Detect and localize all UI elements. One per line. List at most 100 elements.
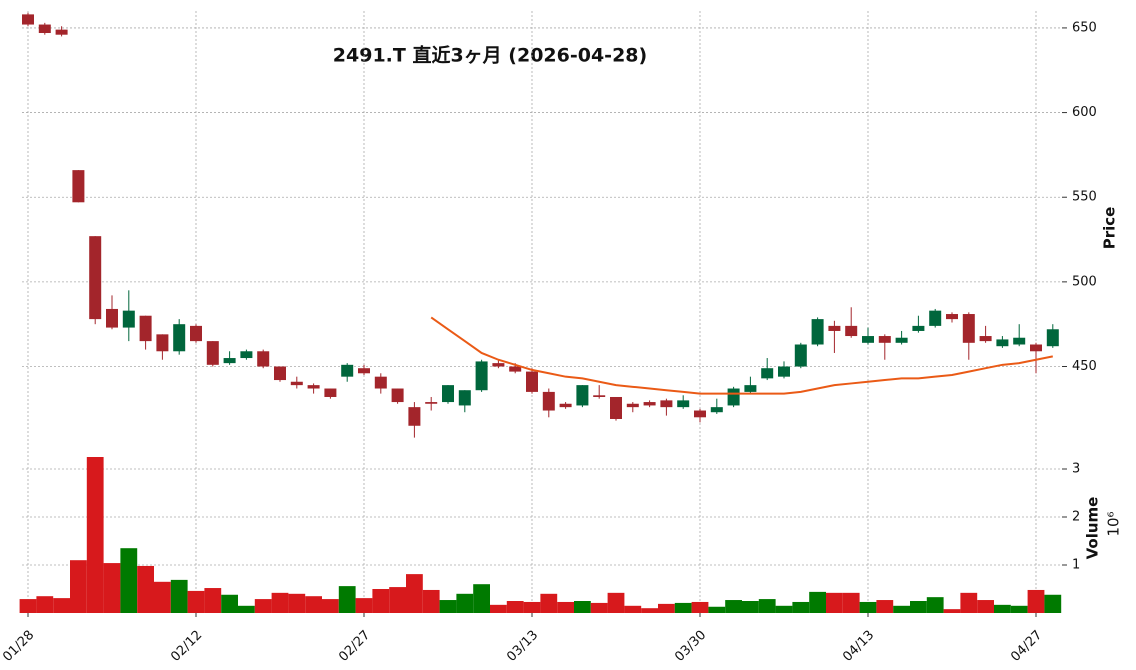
volume-axis-label: Volume bbox=[1084, 497, 1102, 560]
volume-bar bbox=[523, 601, 541, 613]
volume-bar bbox=[641, 608, 658, 613]
candle-body bbox=[727, 388, 740, 406]
candle-body bbox=[290, 381, 303, 386]
volume-bar bbox=[271, 592, 289, 613]
volume-scale-label: 10⁶ bbox=[1105, 511, 1123, 536]
volume-bar bbox=[977, 600, 994, 613]
volume-bar bbox=[758, 599, 776, 613]
candle-body bbox=[559, 403, 572, 408]
volume-bar bbox=[238, 605, 255, 613]
candle-body bbox=[122, 310, 135, 328]
volume-bar bbox=[53, 598, 70, 613]
candle-body bbox=[794, 344, 807, 367]
candle-body bbox=[257, 351, 270, 367]
candle-body bbox=[492, 363, 505, 367]
candle-body bbox=[643, 402, 656, 406]
candle-body bbox=[1030, 344, 1042, 352]
candle-body bbox=[458, 390, 471, 406]
volume-bar bbox=[574, 601, 591, 613]
volume-bar bbox=[372, 589, 390, 613]
volume-bar bbox=[473, 584, 490, 613]
candle-body bbox=[89, 236, 102, 320]
volume-bar bbox=[338, 586, 356, 613]
y-tick-label: 600 bbox=[1072, 105, 1097, 120]
volume-bar bbox=[456, 593, 474, 613]
candle-body bbox=[778, 366, 790, 377]
volume-bar bbox=[557, 601, 574, 613]
x-tick-label: 02/27 bbox=[336, 628, 373, 665]
volume-bar bbox=[170, 579, 188, 613]
volume-bar bbox=[876, 600, 894, 613]
candle-body bbox=[694, 410, 706, 418]
candle-body bbox=[542, 391, 555, 411]
y-tick-label: 650 bbox=[1072, 20, 1097, 35]
volume-bar bbox=[658, 603, 675, 613]
volume-bar bbox=[406, 574, 423, 613]
y-tick-label: 500 bbox=[1072, 274, 1097, 289]
candle-body bbox=[509, 366, 522, 372]
volume-bar bbox=[590, 602, 608, 613]
x-tick-label: 03/30 bbox=[672, 628, 709, 665]
candle-body bbox=[38, 24, 51, 34]
volume-bar bbox=[70, 560, 87, 613]
candle-body bbox=[912, 325, 925, 331]
x-tick-label: 01/28 bbox=[0, 628, 37, 665]
candle-body bbox=[223, 358, 236, 364]
volume-bar bbox=[506, 601, 524, 613]
candle-body bbox=[845, 325, 858, 337]
volume-bar bbox=[19, 599, 37, 613]
volume-bar bbox=[943, 609, 961, 613]
candle-body bbox=[610, 396, 622, 419]
moving-average-line bbox=[430, 316, 1053, 395]
candle-body bbox=[341, 364, 354, 377]
volume-bar bbox=[389, 587, 406, 613]
candle-body bbox=[526, 371, 538, 392]
volume-bar bbox=[254, 599, 272, 613]
volume-bar bbox=[826, 592, 843, 613]
volume-bar bbox=[305, 596, 322, 613]
candle-body bbox=[22, 14, 34, 25]
volume-bar bbox=[36, 596, 54, 613]
volume-bar bbox=[439, 600, 457, 613]
candle-body bbox=[425, 402, 438, 404]
volume-bar bbox=[859, 601, 877, 613]
volume-bar bbox=[490, 604, 507, 613]
volume-bar bbox=[154, 581, 171, 613]
volume-bar bbox=[607, 592, 625, 613]
volume-bar bbox=[674, 602, 692, 613]
candle-body bbox=[878, 336, 891, 343]
candle-body bbox=[307, 385, 320, 389]
volume-bar bbox=[1027, 589, 1045, 613]
candle-body bbox=[761, 368, 774, 379]
y-tick-label: 1 bbox=[1072, 558, 1080, 573]
candle-body bbox=[996, 339, 1009, 347]
volume-bar bbox=[187, 590, 205, 613]
candle-body bbox=[408, 407, 421, 426]
volume-bar bbox=[994, 604, 1011, 613]
candle-body bbox=[72, 170, 85, 203]
candle-body bbox=[929, 310, 942, 326]
x-tick-label: 04/27 bbox=[1008, 628, 1045, 665]
candle-body bbox=[1013, 337, 1026, 345]
volume-bar bbox=[1010, 605, 1028, 613]
candle-body bbox=[190, 325, 202, 342]
candle-body bbox=[811, 319, 824, 345]
volume-bar bbox=[960, 592, 978, 613]
y-tick-label: 550 bbox=[1072, 190, 1097, 205]
candle-body bbox=[710, 407, 723, 413]
y-tick-label: 450 bbox=[1072, 359, 1097, 374]
candle-body bbox=[324, 388, 337, 397]
volume-bar bbox=[893, 605, 910, 613]
volume-bar bbox=[204, 588, 222, 613]
candle-body bbox=[895, 337, 908, 343]
volume-bar bbox=[288, 593, 306, 613]
volume-bar bbox=[137, 565, 154, 613]
volume-bar bbox=[926, 597, 944, 613]
y-tick-label: 3 bbox=[1072, 462, 1080, 477]
candle-body bbox=[358, 368, 370, 374]
volume-bar bbox=[775, 605, 793, 613]
price-axis-label: Price bbox=[1101, 207, 1119, 250]
candle-body bbox=[1046, 329, 1059, 347]
volume-bar bbox=[103, 563, 121, 613]
y-tick-label: 2 bbox=[1072, 510, 1080, 525]
